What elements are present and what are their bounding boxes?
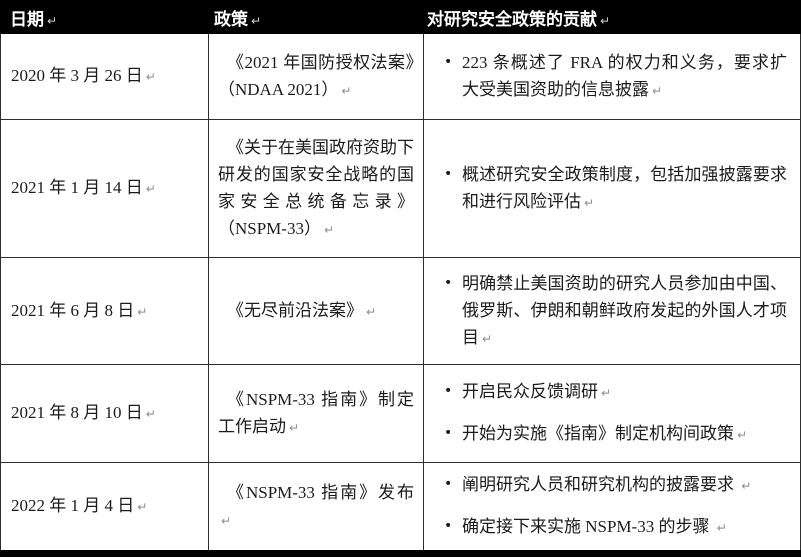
bullet-icon: • bbox=[444, 165, 453, 182]
date-text: 2020 年 3 月 26 日 ↵ bbox=[11, 66, 156, 85]
contribution-cell: • 223 条概述了 FRA 的权力和义务，要求扩大受美国资助的信息披露 ↵ bbox=[423, 34, 800, 119]
paragraph-mark-icon: ↵ bbox=[741, 479, 752, 493]
bullet-icon: • bbox=[444, 476, 453, 492]
contribution-text: 开启民众反馈调研 ↵ bbox=[462, 382, 612, 401]
paragraph-mark-icon: ↵ bbox=[137, 304, 148, 319]
header-cell-contribution: 对研究安全政策的贡献 ↵ bbox=[423, 5, 801, 30]
bullet-icon: • bbox=[444, 383, 453, 399]
paragraph-mark-icon: ↵ bbox=[137, 500, 148, 514]
paragraph-mark-icon: ↵ bbox=[652, 83, 663, 98]
date-cell: 2022 年 1 月 4 日 ↵ bbox=[1, 463, 208, 550]
policy-text: 《NSPM-33 指南》发布↵ bbox=[221, 482, 414, 528]
list-item: • 开启民众反馈调研 ↵ bbox=[424, 378, 787, 407]
header-label-contribution: 对研究安全政策的贡献 bbox=[427, 9, 597, 29]
bullet-icon: • bbox=[444, 518, 453, 534]
list-item: • 阐明研究人员和研究机构的披露要求 ↵ bbox=[424, 471, 787, 500]
policy-cell: 《无尽前沿法案》 ↵ bbox=[208, 258, 423, 364]
policy-cell: 《关于在美国政府资助下研发的国家安全战略的国家安全总统备忘录》（NSPM-33）… bbox=[208, 120, 423, 257]
paragraph-mark-icon: ↵ bbox=[323, 222, 335, 237]
bullet-icon: • bbox=[444, 274, 453, 291]
paragraph-mark-icon: ↵ bbox=[145, 182, 156, 196]
paragraph-mark-icon: ↵ bbox=[584, 195, 595, 210]
bullet-icon: • bbox=[444, 425, 453, 441]
list-item: • 开始为实施《指南》制定机构间政策 ↵ bbox=[424, 420, 787, 449]
policy-text: 《无尽前沿法案》 ↵ bbox=[227, 300, 377, 320]
date-cell: 2021 年 8 月 10 日 ↵ bbox=[1, 365, 208, 462]
paragraph-mark-icon: ↵ bbox=[482, 331, 493, 346]
header-label-policy: 政策 bbox=[214, 9, 248, 29]
paragraph-mark-icon: ↵ bbox=[366, 304, 377, 319]
policy-cell: 《2021 年国防授权法案》（NDAA 2021） ↵ bbox=[208, 34, 423, 119]
date-text: 2022 年 1 月 4 日 ↵ bbox=[11, 496, 148, 515]
table-row: 2022 年 1 月 4 日 ↵ 《NSPM-33 指南》发布↵ • 阐明研究人员… bbox=[1, 463, 800, 550]
contribution-cell: • 阐明研究人员和研究机构的披露要求 ↵ • 确定接下来实施 NSPM-33 的… bbox=[423, 463, 800, 550]
contribution-cell: • 明确禁止美国资助的研究人员参加由中国、俄罗斯、伊朗和朝鲜政府发起的外国人才项… bbox=[423, 258, 800, 364]
paragraph-mark-icon: ↵ bbox=[601, 386, 612, 400]
date-cell: 2021 年 6 月 8 日 ↵ bbox=[1, 258, 208, 364]
table-header-row: 日期 ↵ 政策 ↵ 对研究安全政策的贡献 ↵ bbox=[0, 0, 801, 34]
bullet-icon: • bbox=[444, 53, 453, 70]
header-label-date: 日期 bbox=[10, 9, 44, 29]
contribution-text: 概述研究安全政策制度，包括加强披露要求和进行风险评估 ↵ bbox=[462, 164, 787, 211]
header-cell-policy: 政策 ↵ bbox=[208, 5, 423, 30]
table-row: 2021 年 6 月 8 日 ↵ 《无尽前沿法案》 ↵ • 明确禁止美国资助的研究人… bbox=[1, 258, 800, 365]
policy-text: 《2021 年国防授权法案》（NDAA 2021） ↵ bbox=[218, 52, 414, 99]
paragraph-mark-icon: ↵ bbox=[341, 83, 352, 98]
contribution-text: 明确禁止美国资助的研究人员参加由中国、俄罗斯、伊朗和朝鲜政府发起的外国人才项目 ↵ bbox=[462, 273, 787, 347]
date-text: 2021 年 8 月 10 日 ↵ bbox=[11, 403, 156, 422]
policy-text: 《关于在美国政府资助下研发的国家安全战略的国家安全总统备忘录》（NSPM-33）… bbox=[218, 137, 414, 238]
paragraph-mark-icon: ↵ bbox=[289, 420, 300, 435]
paragraph-mark-icon: ↵ bbox=[251, 13, 262, 28]
paragraph-mark-icon: ↵ bbox=[600, 13, 611, 28]
paragraph-mark-icon: ↵ bbox=[716, 521, 727, 535]
table-body: 2020 年 3 月 26 日 ↵ 《2021 年国防授权法案》（NDAA 202… bbox=[0, 34, 801, 550]
table-row: 2020 年 3 月 26 日 ↵ 《2021 年国防授权法案》（NDAA 202… bbox=[1, 34, 800, 120]
table-row: 2021 年 1 月 14 日 ↵ 《关于在美国政府资助下研发的国家安全战略的国家… bbox=[1, 120, 800, 258]
contribution-cell: • 概述研究安全政策制度，包括加强披露要求和进行风险评估 ↵ bbox=[423, 120, 800, 257]
table-bottom-border bbox=[0, 550, 801, 557]
list-item: • 223 条概述了 FRA 的权力和义务，要求扩大受美国资助的信息披露 ↵ bbox=[424, 49, 787, 105]
table-row: 2021 年 8 月 10 日 ↵ 《NSPM-33 指南》制定工作启动 ↵ • 开… bbox=[1, 365, 800, 463]
header-cell-date: 日期 ↵ bbox=[0, 5, 208, 30]
policy-cell: 《NSPM-33 指南》制定工作启动 ↵ bbox=[208, 365, 423, 462]
list-item: • 概述研究安全政策制度，包括加强披露要求和进行风险评估 ↵ bbox=[424, 161, 787, 217]
date-cell: 2020 年 3 月 26 日 ↵ bbox=[1, 34, 208, 119]
paragraph-mark-icon: ↵ bbox=[145, 407, 156, 421]
list-item: • 明确禁止美国资助的研究人员参加由中国、俄罗斯、伊朗和朝鲜政府发起的外国人才项… bbox=[424, 270, 787, 353]
policy-text: 《NSPM-33 指南》制定工作启动 ↵ bbox=[218, 389, 414, 436]
contribution-text: 开始为实施《指南》制定机构间政策 ↵ bbox=[462, 424, 748, 443]
contribution-text: 223 条概述了 FRA 的权力和义务，要求扩大受美国资助的信息披露 ↵ bbox=[462, 52, 787, 99]
date-cell: 2021 年 1 月 14 日 ↵ bbox=[1, 120, 208, 257]
contribution-text: 阐明研究人员和研究机构的披露要求 ↵ bbox=[462, 475, 752, 494]
list-item: • 确定接下来实施 NSPM-33 的步骤 ↵ bbox=[424, 513, 787, 542]
paragraph-mark-icon: ↵ bbox=[221, 513, 232, 528]
date-text: 2021 年 6 月 8 日 ↵ bbox=[11, 300, 148, 320]
paragraph-mark-icon: ↵ bbox=[145, 70, 156, 84]
paragraph-mark-icon: ↵ bbox=[737, 428, 748, 442]
date-text: 2021 年 1 月 14 日 ↵ bbox=[11, 178, 156, 197]
paragraph-mark-icon: ↵ bbox=[47, 13, 58, 28]
contribution-text: 确定接下来实施 NSPM-33 的步骤 ↵ bbox=[462, 517, 727, 536]
contribution-cell: • 开启民众反馈调研 ↵ • 开始为实施《指南》制定机构间政策 ↵ bbox=[423, 365, 800, 462]
policy-cell: 《NSPM-33 指南》发布↵ bbox=[208, 463, 423, 550]
